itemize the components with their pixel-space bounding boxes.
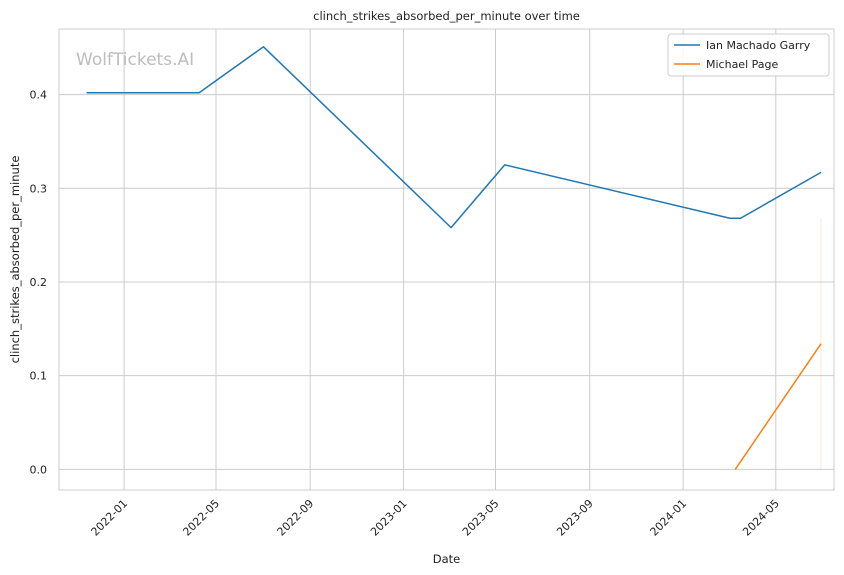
chart-title: clinch_strikes_absorbed_per_minute over … xyxy=(313,9,580,23)
y-tick-label: 0.3 xyxy=(30,182,48,195)
legend-box xyxy=(667,33,830,77)
legend-label-michael-page: Michael Page xyxy=(706,58,778,71)
y-tick-label: 0.0 xyxy=(30,463,48,476)
series-line-ian-machado-garry xyxy=(86,46,822,229)
y-tick-label: 0.1 xyxy=(30,370,48,383)
plot-area-frame xyxy=(58,28,835,491)
y-tick-labels: 0.0 0.1 0.2 0.3 0.4 xyxy=(30,89,48,477)
y-axis-label: clinch_strikes_absorbed_per_minute xyxy=(8,156,22,364)
legend: Ian Machado Garry Michael Page xyxy=(667,33,830,77)
gridlines xyxy=(59,29,834,490)
y-tick-label: 0.2 xyxy=(30,276,48,289)
series-layer xyxy=(86,46,822,470)
legend-label-ian-machado-garry: Ian Machado Garry xyxy=(706,39,811,52)
series-line-michael-page xyxy=(734,343,822,470)
x-axis-label: Date xyxy=(433,552,461,566)
watermark: WolfTickets.AI xyxy=(76,50,194,70)
y-tick-label: 0.4 xyxy=(30,89,48,102)
